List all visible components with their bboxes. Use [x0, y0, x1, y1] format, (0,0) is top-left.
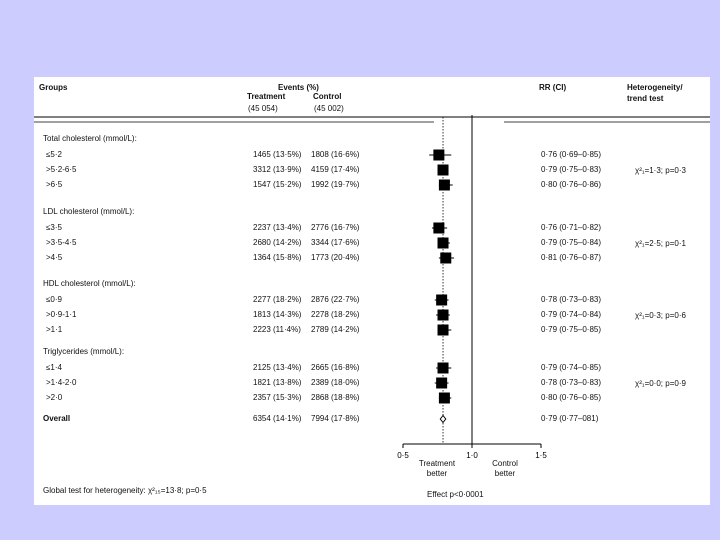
row-label: >6·5	[46, 180, 63, 189]
row-label: >1·1	[46, 325, 63, 334]
events-header: Events (%)	[278, 83, 319, 92]
rr-square	[433, 149, 445, 161]
control-events: 2868 (18·8%)	[311, 393, 360, 402]
heterogeneity-test: χ²₁=2·5; p=0·1	[635, 239, 686, 248]
heterogeneity-test: χ²₁=0·3; p=0·6	[635, 311, 686, 320]
treatment-events: 2357 (15·3%)	[253, 393, 302, 402]
row-label: >4·5	[46, 253, 63, 262]
rr-ci: 0·76 (0·71–0·82)	[541, 223, 602, 232]
row-label: ≤1·4	[46, 363, 62, 372]
rr-ci: 0·78 (0·73–0·83)	[541, 378, 602, 387]
group-title: HDL cholesterol (mmol/L):	[43, 279, 136, 288]
rr-ci: 0·79 (0·75–0·85)	[541, 325, 602, 334]
treatment-events: 2277 (18·2%)	[253, 295, 302, 304]
control-events: 2776 (16·7%)	[311, 223, 360, 232]
treatment-events: 2223 (11·4%)	[253, 325, 301, 334]
row-label: ≤5·2	[46, 150, 62, 159]
rr-ci: 0·76 (0·69–0·85)	[541, 150, 602, 159]
control-events: 2665 (16·8%)	[311, 363, 360, 372]
treatment-events: 2125 (13·4%)	[253, 363, 302, 372]
group-title: Total cholesterol (mmol/L):	[43, 134, 137, 143]
control-events: 3344 (17·6%)	[311, 238, 360, 247]
row-label: >2·0	[46, 393, 63, 402]
trend-test-header: trend test	[627, 94, 664, 103]
treatment-header: Treatment	[247, 92, 286, 101]
rr-square	[437, 237, 449, 249]
row-label: >1·4-2·0	[46, 378, 77, 387]
rr-square	[437, 362, 449, 374]
control-events: 4159 (17·4%)	[311, 165, 360, 174]
x-tick-label: 1·0	[466, 451, 478, 460]
treatment-events: 2680 (14·2%)	[253, 238, 302, 247]
rr-square	[436, 294, 448, 306]
heterogeneity-test: χ²₁=1·3; p=0·3	[635, 166, 686, 175]
heterogeneity-test: χ²₁=0·0; p=0·9	[635, 379, 686, 388]
row-label: ≤3·5	[46, 223, 62, 232]
control-events: 2278 (18·2%)	[311, 310, 360, 319]
treatment-better-label-2: better	[426, 469, 448, 478]
control-events: 1992 (19·7%)	[311, 180, 360, 189]
rr-square	[433, 222, 445, 234]
control-events: 2389 (18·0%)	[311, 378, 360, 387]
row-label: >5·2-6·5	[46, 165, 77, 174]
rr-ci: 0·78 (0·73–0·83)	[541, 295, 602, 304]
row-label: ≤0·9	[46, 295, 62, 304]
x-tick-label: 1·5	[535, 451, 547, 460]
rr-square	[438, 179, 450, 191]
treatment-events: 1364 (15·8%)	[253, 253, 302, 262]
rr-ci: 0·79 (0·74–0·84)	[541, 310, 602, 319]
effect-p-value: Effect p<0·0001	[427, 490, 484, 499]
control-header: Control	[313, 92, 342, 101]
rr-ci: 0·79 (0·75–0·84)	[541, 238, 602, 247]
overall-label: Overall	[43, 414, 71, 423]
overall-rr-ci: 0·79 (0·77–081)	[541, 414, 599, 423]
row-label: >0·9-1·1	[46, 310, 77, 319]
rr-square	[437, 164, 449, 176]
treatment-events: 1813 (14·3%)	[253, 310, 302, 319]
x-tick-label: 0·5	[397, 451, 409, 460]
rr-square	[436, 377, 448, 389]
groups-header: Groups	[39, 83, 68, 92]
rr-header: RR (CI)	[539, 83, 567, 92]
rr-ci: 0·81 (0·76–0·87)	[541, 253, 602, 262]
control-better-label-2: better	[494, 469, 516, 478]
rr-ci: 0·80 (0·76–0·86)	[541, 180, 602, 189]
rr-ci: 0·79 (0·74–0·85)	[541, 363, 602, 372]
control-events: 1773 (20·4%)	[311, 253, 360, 262]
group-title: Triglycerides (mmol/L):	[43, 347, 125, 356]
treatment-better-label-1: Treatment	[418, 459, 456, 468]
overall-treatment-events: 6354 (14·1%)	[253, 414, 302, 423]
overall-control-events: 7994 (17·8%)	[311, 414, 360, 423]
group-title: LDL cholesterol (mmol/L):	[43, 207, 135, 216]
control-events: 2789 (14·2%)	[311, 325, 360, 334]
rr-square	[437, 309, 449, 321]
treatment-events: 1547 (15·2%)	[253, 180, 302, 189]
overall-diamond	[439, 414, 447, 424]
rr-square	[438, 392, 450, 404]
control-n: (45 002)	[314, 104, 344, 113]
forest-plot-panel: Groups Events (%) Treatment Control (45 …	[34, 77, 710, 505]
control-better-label-1: Control	[492, 459, 518, 468]
forest-plot-svg: 0·5 1·0 1·5	[34, 115, 710, 460]
rr-ci: 0·79 (0·75–0·83)	[541, 165, 602, 174]
treatment-events: 1465 (13·5%)	[253, 150, 302, 159]
rr-ci: 0·80 (0·76–0·85)	[541, 393, 602, 402]
control-events: 1808 (16·6%)	[311, 150, 360, 159]
treatment-n: (45 054)	[248, 104, 278, 113]
control-events: 2876 (22·7%)	[311, 295, 360, 304]
heterogeneity-header: Heterogeneity/	[627, 83, 683, 92]
treatment-events: 2237 (13·4%)	[253, 223, 302, 232]
rr-square	[437, 324, 449, 336]
rr-square	[440, 252, 452, 264]
global-heterogeneity-test: Global test for heterogeneity: χ²₁₅=13·8…	[43, 486, 207, 495]
row-label: >3·5-4·5	[46, 238, 77, 247]
treatment-events: 1821 (13·8%)	[253, 378, 302, 387]
treatment-events: 3312 (13·9%)	[253, 165, 302, 174]
